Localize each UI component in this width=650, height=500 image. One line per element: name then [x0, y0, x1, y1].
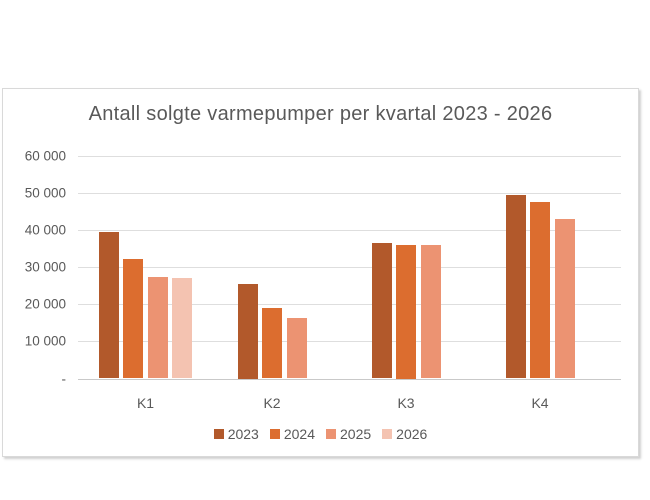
x-category-label-K2: K2: [263, 395, 281, 411]
gridline: [78, 341, 621, 343]
legend-label: 2023: [227, 425, 259, 442]
y-tick-label: 10 000: [24, 333, 66, 349]
bar-2024-K3[interactable]: [396, 245, 416, 379]
gridline: [78, 304, 621, 306]
x-category-label-K4: K4: [531, 395, 549, 411]
legend-item-2025[interactable]: 2025: [326, 427, 371, 441]
legend-item-2023[interactable]: 2023: [213, 425, 259, 442]
y-tick-label: 50 000: [24, 185, 66, 201]
bar-2026-K1[interactable]: [172, 278, 193, 379]
legend-swatch-2025: [326, 428, 336, 439]
legend-label: 2025: [340, 425, 372, 442]
bar-2023-K4[interactable]: [505, 194, 526, 379]
chart-title: Antall solgte varmepumper per kvartal 20…: [88, 103, 553, 125]
y-tick-label: -: [61, 371, 67, 386]
y-tick-label: 40 000: [24, 222, 66, 238]
chart-frame[interactable]: Antall solgte varmepumper per kvartal 20…: [2, 88, 639, 457]
gridline: [78, 230, 621, 232]
legend-item-2024[interactable]: 2024: [269, 425, 315, 442]
x-axis-line: [78, 378, 621, 380]
bar-2024-K2[interactable]: [262, 308, 282, 379]
bar-2024-K1[interactable]: [123, 259, 144, 379]
x-category-label-K1: K1: [136, 395, 155, 411]
x-category-label-K3: K3: [397, 395, 415, 411]
legend-swatch-2024: [269, 428, 280, 439]
bar-2025-K1[interactable]: [147, 276, 168, 379]
legend-label: 2026: [396, 425, 428, 442]
legend-swatch-2023: [213, 428, 224, 439]
legend-item-2026[interactable]: 2026: [382, 427, 427, 441]
y-tick-label: 30 000: [24, 259, 66, 275]
gridline: [78, 156, 621, 157]
bar-2024-K4[interactable]: [530, 201, 550, 379]
bar-2025-K4[interactable]: [554, 219, 575, 379]
bar-2023-K3[interactable]: [371, 243, 392, 379]
legend-swatch-2026: [382, 428, 393, 439]
y-tick-label: 20 000: [24, 296, 66, 312]
bar-2025-K2[interactable]: [286, 318, 307, 379]
legend-label: 2024: [283, 425, 315, 442]
bar-2023-K2[interactable]: [237, 283, 258, 379]
y-tick-label: 60 000: [24, 148, 66, 164]
gridline: [78, 193, 621, 195]
legend: 2023 2024 2025 2026: [3, 425, 638, 442]
bar-2023-K1[interactable]: [98, 232, 119, 379]
gridline: [78, 267, 621, 269]
bar-2025-K3[interactable]: [420, 244, 441, 379]
